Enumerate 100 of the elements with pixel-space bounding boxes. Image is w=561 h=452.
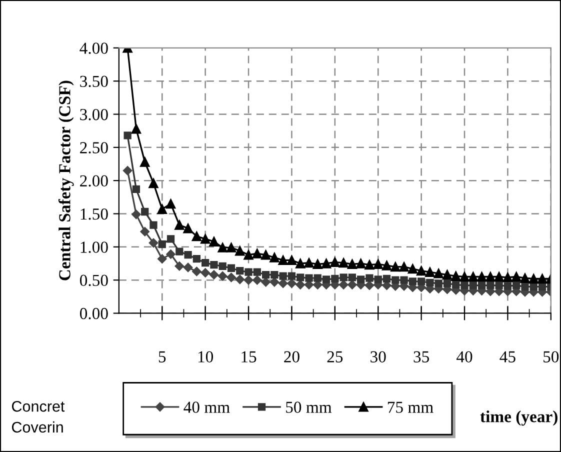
- point: [494, 272, 504, 282]
- point: [279, 272, 287, 280]
- y-tick-label: 3.50: [80, 76, 108, 88]
- y-axis-title: Central Safety Factor (CSF): [58, 80, 74, 280]
- x-tick-label: 45: [500, 351, 516, 362]
- point: [244, 275, 254, 285]
- point: [184, 251, 192, 259]
- point: [426, 278, 434, 287]
- point: [521, 282, 529, 291]
- point: [434, 268, 444, 278]
- point: [340, 274, 348, 282]
- point: [528, 274, 538, 284]
- point: [478, 282, 486, 290]
- point: [252, 248, 262, 258]
- point: [124, 132, 132, 140]
- point: [296, 280, 305, 290]
- x-tick-label: 15: [242, 351, 256, 362]
- point: [512, 282, 520, 290]
- y-tick-label: 0.50: [80, 274, 108, 286]
- point: [140, 227, 150, 236]
- y-tick-label: 0.00: [80, 308, 108, 320]
- point: [495, 282, 503, 290]
- point: [357, 276, 365, 284]
- point: [183, 262, 193, 272]
- legend-title: Concret Coverin: [12, 400, 65, 433]
- point: [226, 272, 236, 282]
- point: [202, 259, 210, 267]
- point: [304, 258, 314, 268]
- point: [537, 274, 548, 284]
- point: [218, 262, 226, 270]
- point: [262, 270, 270, 279]
- y-tick-label: 4.00: [80, 42, 108, 54]
- point: [166, 250, 176, 259]
- point: [227, 264, 236, 272]
- point: [442, 270, 452, 280]
- point: [192, 231, 202, 242]
- point: [131, 124, 142, 134]
- point: [331, 274, 339, 283]
- point: [305, 274, 313, 282]
- point: [348, 280, 357, 290]
- point: [244, 268, 252, 276]
- point: [209, 270, 219, 280]
- point: [260, 250, 271, 260]
- point: [148, 238, 158, 248]
- point: [218, 271, 228, 281]
- point: [261, 277, 270, 287]
- point: [520, 273, 530, 283]
- point: [443, 280, 452, 288]
- point: [236, 266, 244, 275]
- point: [382, 260, 392, 270]
- point: [210, 260, 218, 269]
- point: [270, 277, 280, 287]
- point: [408, 264, 418, 274]
- point: [400, 276, 408, 284]
- point: [176, 248, 184, 256]
- point: [502, 272, 513, 282]
- point: [452, 280, 460, 289]
- point: [338, 280, 348, 290]
- point: [347, 259, 358, 270]
- point: [322, 276, 330, 284]
- point: [366, 274, 374, 282]
- point: [364, 280, 374, 290]
- point: [434, 280, 442, 288]
- point: [460, 272, 470, 282]
- point: [200, 234, 210, 244]
- point: [183, 223, 193, 234]
- point: [304, 280, 314, 290]
- point: [200, 268, 210, 278]
- point: [451, 271, 461, 281]
- point: [158, 240, 166, 248]
- y-tick-label: 1.50: [80, 208, 108, 220]
- legend-label: 40 mm: [184, 402, 230, 413]
- point: [425, 267, 435, 277]
- y-tick-label: 2.00: [80, 175, 108, 187]
- legend-label: 75 mm: [388, 402, 434, 413]
- point: [158, 254, 167, 264]
- point: [356, 258, 366, 268]
- point: [460, 282, 468, 290]
- point: [278, 255, 288, 266]
- point: [132, 210, 141, 220]
- point: [252, 275, 262, 285]
- point: [364, 260, 374, 270]
- legend-label: 50 mm: [286, 402, 332, 413]
- x-tick-label: 20: [284, 351, 300, 362]
- point: [486, 282, 494, 290]
- point: [166, 198, 176, 209]
- point: [122, 166, 132, 176]
- point: [132, 185, 140, 194]
- point: [270, 252, 280, 262]
- point: [338, 258, 348, 268]
- point: [417, 278, 426, 286]
- point: [373, 259, 383, 270]
- point: [530, 282, 538, 291]
- point: [166, 235, 175, 243]
- point: [382, 274, 391, 283]
- point: [235, 246, 245, 256]
- point: [287, 278, 296, 288]
- point: [314, 274, 322, 282]
- point: [486, 272, 496, 282]
- point: [392, 276, 400, 284]
